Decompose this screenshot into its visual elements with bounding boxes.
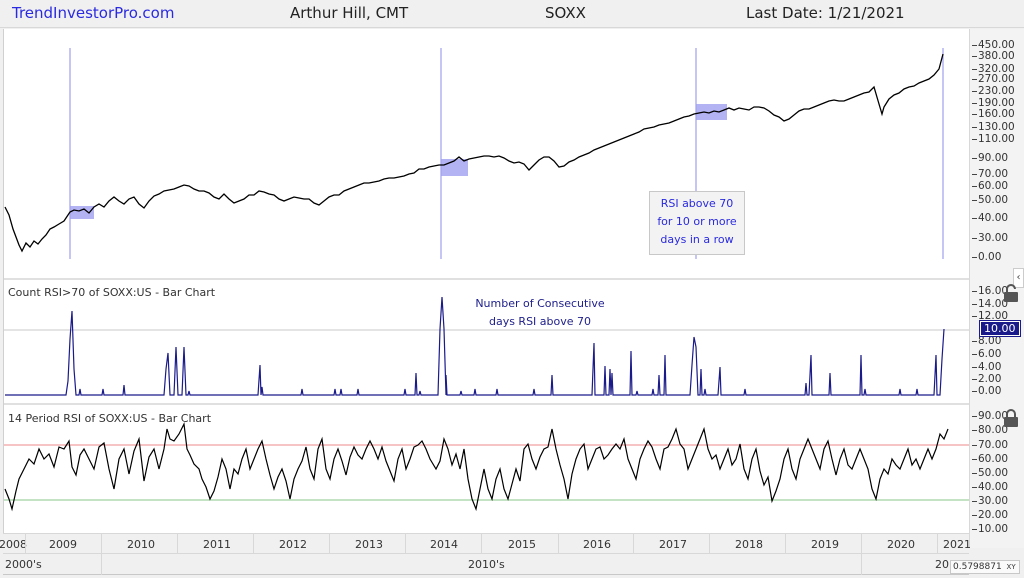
decade-label: 20 [935, 558, 949, 571]
x-tick: 2016 [583, 538, 611, 551]
x-tick: 2008 [0, 538, 27, 551]
y-tick: 10.00 [972, 524, 1008, 535]
count-annotation-line-1: Number of Consecutive [475, 297, 605, 310]
coordinate-value: 0.5798871 [953, 562, 1002, 572]
x-axis-years[interactable]: 2008 2009 2010 2011 2012 2013 2014 2015 … [0, 533, 971, 554]
y-tick: 4.00 [972, 362, 1001, 373]
x-tick: 2015 [508, 538, 536, 551]
highlight-2009 [70, 206, 94, 219]
price-line [4, 53, 944, 253]
x-tick: 2009 [49, 538, 77, 551]
y-tick: 60.00 [972, 181, 1008, 192]
chart-plot-area[interactable]: RSI above 70 for 10 or more days in a ro… [3, 29, 970, 548]
note-line-1: RSI above 70 [660, 197, 734, 210]
x-tick: 2018 [735, 538, 763, 551]
x-tick: 2011 [203, 538, 231, 551]
y-tick: 2.00 [972, 374, 1001, 385]
y-tick: 30.00 [972, 496, 1008, 507]
y-tick: 110.00 [972, 134, 1015, 145]
chart-header: TrendInvestorPro.com Arthur Hill, CMT SO… [0, 0, 1024, 28]
count-annotation: Number of Consecutive days RSI above 70 [470, 295, 610, 331]
x-tick: 2010 [127, 538, 155, 551]
x-tick: 2017 [659, 538, 687, 551]
y-tick: 450.00 [972, 40, 1015, 51]
y-tick: 190.00 [972, 98, 1015, 109]
current-count-badge: 10.00 [979, 320, 1021, 337]
x-tick: 2020 [887, 538, 915, 551]
decade-label: 2010's [468, 558, 505, 571]
y-tick: 70.00 [972, 169, 1008, 180]
symbol-label: SOXX [545, 4, 586, 22]
y-tick: 130.00 [972, 122, 1015, 133]
y-tick: 60.00 [972, 454, 1008, 465]
note-line-2: for 10 or more [657, 215, 737, 228]
x-tick: 2012 [279, 538, 307, 551]
x-tick: 2014 [430, 538, 458, 551]
rsi-pane-title: 14 Period RSI of SOXX:US - Bar Chart [8, 412, 212, 425]
x-tick: 2021 [943, 538, 971, 551]
lock-icon[interactable] [1003, 409, 1019, 427]
y-tick: 0.00 [972, 386, 1001, 397]
y-tick: 40.00 [972, 213, 1008, 224]
y-tick: 8.00 [972, 336, 1001, 347]
x-tick: 2013 [355, 538, 383, 551]
y-tick: 90.00 [972, 153, 1008, 164]
y-tick: 160.00 [972, 109, 1015, 120]
y-tick: 40.00 [972, 482, 1008, 493]
y-tick: 230.00 [972, 86, 1015, 97]
count-line [5, 296, 945, 396]
site-link[interactable]: TrendInvestorPro.com [12, 4, 175, 22]
coordinate-readout: 0.5798871 XY [950, 560, 1020, 574]
y-tick: 270.00 [972, 74, 1015, 85]
x-tick: 2019 [811, 538, 839, 551]
xy-label: XY [1006, 563, 1016, 571]
y-tick: 16.00 [972, 286, 1008, 297]
y-tick: 320.00 [972, 64, 1015, 75]
y-tick: 50.00 [972, 468, 1008, 479]
rsi-note-box[interactable]: RSI above 70 for 10 or more days in a ro… [649, 191, 745, 255]
y-tick: 20.00 [972, 510, 1008, 521]
y-tick: 14.00 [972, 299, 1008, 310]
y-tick: 380.00 [972, 51, 1015, 62]
last-date-label: Last Date: 1/21/2021 [746, 4, 905, 22]
rsi-line [4, 421, 949, 512]
y-tick: 30.00 [972, 233, 1008, 244]
unlock-icon[interactable] [1003, 284, 1019, 302]
y-tick: 80.00 [972, 425, 1008, 436]
y-tick: 0.00 [972, 252, 1001, 263]
y-tick: 70.00 [972, 440, 1008, 451]
y-tick: 12.00 [972, 311, 1008, 322]
count-annotation-line-2: days RSI above 70 [488, 315, 592, 328]
count-pane-title: Count RSI>70 of SOXX:US - Bar Chart [8, 286, 216, 299]
x-axis-decades[interactable]: 2000's 2010's 20 [3, 553, 969, 575]
y-tick: 6.00 [972, 349, 1001, 360]
note-line-3: days in a row [660, 233, 734, 246]
y-tick: 50.00 [972, 195, 1008, 206]
decade-label: 2000's [5, 558, 42, 571]
y-tick: 90.00 [972, 411, 1008, 422]
author-label: Arthur Hill, CMT [290, 4, 409, 22]
